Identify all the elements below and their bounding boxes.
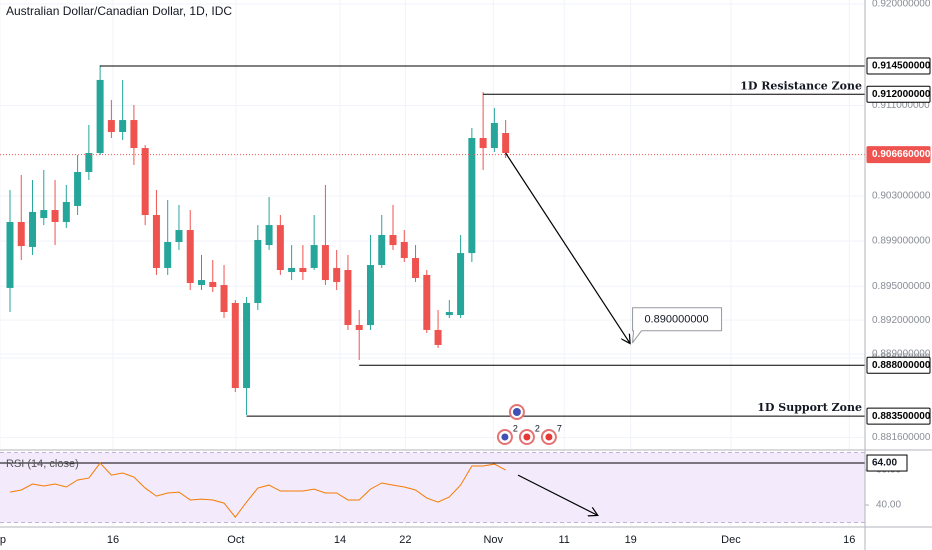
event-icon-inner xyxy=(523,433,531,441)
candle-body xyxy=(197,280,205,286)
candle-body xyxy=(288,267,296,273)
candle-body xyxy=(164,241,172,268)
candle-body xyxy=(62,202,70,223)
candle-body xyxy=(321,245,329,281)
level-label: 0.912000000 xyxy=(872,89,931,100)
candle-body xyxy=(490,122,498,149)
x-tick-label: Dec xyxy=(721,534,741,546)
y-tick-label: 0.892000000 xyxy=(872,315,931,326)
candle-body xyxy=(355,324,363,330)
forecast-arrow xyxy=(505,152,630,343)
current-price-label: 0.906660000 xyxy=(872,149,931,160)
candle-body xyxy=(107,120,115,133)
callout-label: 0.890000000 xyxy=(644,314,708,326)
x-tick-label: 16 xyxy=(107,534,119,546)
candle-body xyxy=(389,234,397,246)
candle-body xyxy=(310,245,318,268)
level-label: 0.888000000 xyxy=(872,360,931,371)
grid xyxy=(0,0,869,527)
event-icon-inner xyxy=(512,408,521,416)
candle-body xyxy=(220,285,228,313)
x-tick-label: 11 xyxy=(559,534,570,546)
rsi-tick-label: 40.00 xyxy=(876,500,901,511)
candle-body xyxy=(141,148,149,216)
y-tick-label: 0.889000000 xyxy=(872,349,931,360)
candle-body xyxy=(209,281,217,288)
candle-body xyxy=(74,171,82,206)
rsi-level-label: 64.00 xyxy=(872,458,897,469)
y-tick-label: 0.920000000 xyxy=(872,0,931,10)
candle-body xyxy=(366,265,374,325)
candle-body xyxy=(96,79,104,154)
candle-body xyxy=(423,274,431,330)
y-tick-label: 0.895000000 xyxy=(872,281,931,292)
candle-body xyxy=(6,222,14,288)
candle-body xyxy=(85,153,93,172)
x-tick-label: Nov xyxy=(483,534,503,546)
rsi-line xyxy=(9,462,506,518)
current-price-label-box xyxy=(866,146,931,164)
candle-body xyxy=(344,270,352,325)
rsi-title: RSI (14, close) xyxy=(6,458,79,470)
level-label-box xyxy=(866,57,931,75)
candle-body xyxy=(468,137,476,254)
event-icon-inner xyxy=(545,433,553,441)
rsi-arrow xyxy=(517,474,597,515)
x-tick-label: Oct xyxy=(227,534,244,546)
chart-title: Australian Dollar/Canadian Dollar, 1D, I… xyxy=(6,4,232,18)
candle-body xyxy=(333,267,341,282)
candle-body xyxy=(51,210,59,223)
level-label-box xyxy=(866,85,931,103)
candle-body xyxy=(231,302,239,389)
rsi-level-box xyxy=(866,454,908,472)
candle-body xyxy=(175,230,183,242)
candle-body xyxy=(265,225,273,246)
y-tick-label: 0.881600000 xyxy=(872,432,931,443)
x-tick-label: 16 xyxy=(843,534,855,546)
x-tick-label: ep xyxy=(0,534,6,546)
candle-body xyxy=(186,230,194,283)
y-tick-label: 0.899000000 xyxy=(872,236,931,247)
level-label-box xyxy=(866,356,931,374)
y-tick-label: 0.911000000 xyxy=(872,100,930,111)
candle-body xyxy=(457,253,465,316)
marks xyxy=(0,65,865,524)
x-tick-label: 19 xyxy=(625,534,637,546)
candle-body xyxy=(276,225,284,270)
x-tick-label: 22 xyxy=(399,534,411,546)
candle-body xyxy=(412,258,420,279)
level-label: 0.914500000 xyxy=(872,61,931,72)
candle-body xyxy=(243,302,251,389)
candle-body xyxy=(445,312,453,316)
event-icon-inner xyxy=(501,433,509,441)
candle-body xyxy=(29,211,37,247)
event-count: 7 xyxy=(557,423,562,433)
level-label: 0.883500000 xyxy=(872,411,931,422)
candle-body xyxy=(119,120,127,133)
candle-body xyxy=(40,210,48,219)
candle-body xyxy=(434,329,442,345)
candle-body xyxy=(479,137,487,149)
candle-body xyxy=(130,120,138,149)
candle-body xyxy=(400,241,408,259)
event-count: 2 xyxy=(535,423,540,433)
y-tick-label: 0.903000000 xyxy=(872,191,931,202)
level-note: 1D Support Zone xyxy=(757,401,862,414)
event-count: 2 xyxy=(513,423,518,433)
level-label-box xyxy=(866,407,931,425)
callout-box xyxy=(632,307,723,344)
candle-body xyxy=(17,222,25,247)
candle-body xyxy=(299,267,307,273)
candle-body xyxy=(378,234,386,266)
level-note: 1D Resistance Zone xyxy=(740,79,862,92)
x-tick-label: 14 xyxy=(334,534,346,546)
candle-body xyxy=(254,239,262,303)
candle-body xyxy=(152,215,160,268)
candle-body xyxy=(502,133,510,154)
